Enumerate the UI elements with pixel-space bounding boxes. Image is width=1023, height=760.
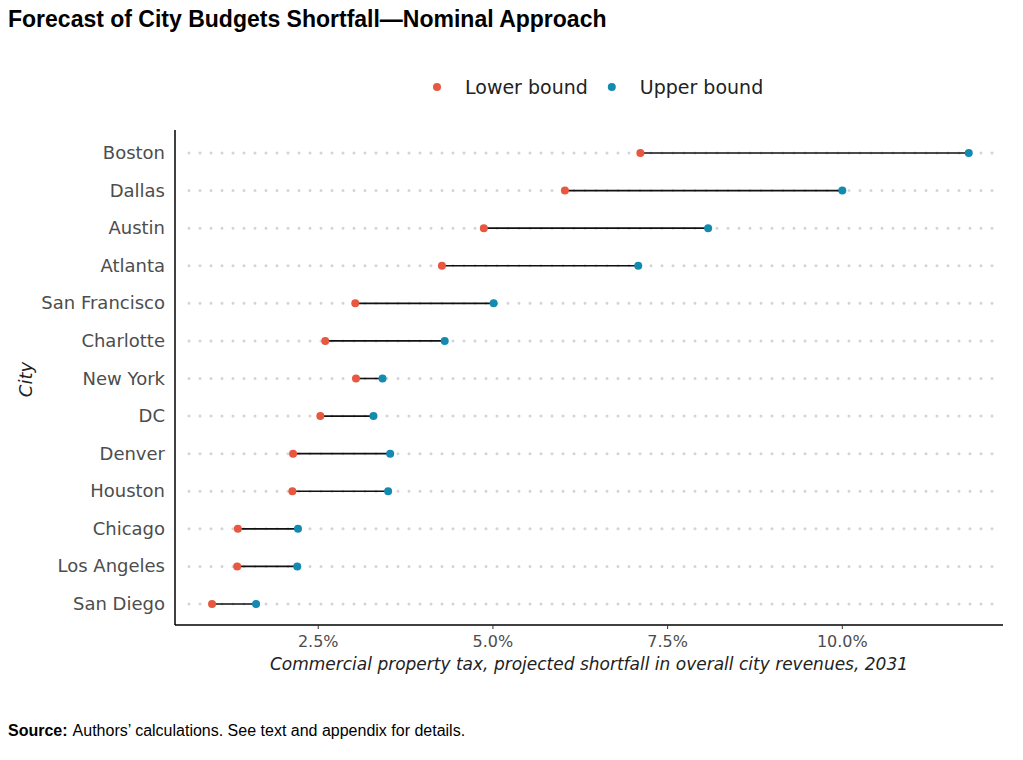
gridline [189,452,995,455]
category-label: Dallas [110,180,165,201]
point [490,299,498,307]
point [386,450,394,458]
category-label: Chicago [93,518,165,539]
category-label: New York [83,368,166,389]
point [965,149,973,157]
gridline [189,377,995,380]
category-label: San Diego [73,593,165,614]
category-label: Austin [108,217,165,238]
gridline [189,152,995,155]
category-label: Charlotte [81,330,165,351]
point [252,600,260,608]
tick [492,625,493,629]
y-axis-label: City [15,362,36,398]
gridline [189,415,995,418]
point [316,412,324,420]
gridline [189,302,995,305]
range-line [355,303,493,305]
range-line [237,566,297,568]
range-line [292,490,388,492]
title: Forecast of City Budgets Shortfall—Nomin… [8,6,606,32]
category-label: Los Angeles [58,555,166,576]
legend-label: Upper bound [640,76,763,98]
tick [667,625,668,629]
point [379,375,387,383]
point [289,450,297,458]
range-line [320,415,373,417]
point [294,525,302,533]
gridline [189,603,995,606]
tick-label: 7.5% [647,632,688,651]
gridline [189,565,995,568]
range-line [484,227,708,229]
point [321,337,329,345]
gridline [189,227,995,230]
category-label: Houston [90,480,165,501]
point [208,600,216,608]
x-axis [175,624,1003,626]
point [293,562,301,570]
range-line [212,603,256,605]
legend: Lower bound Upper bound [433,76,763,98]
chart: Forecast of City Budgets Shortfall—Nomin… [0,0,1023,760]
range-line [238,528,298,530]
point [636,149,644,157]
category-label: Atlanta [100,255,165,276]
legend-marker [608,83,616,91]
point [561,187,569,195]
tick-label: 10.0% [817,632,868,651]
tick-label: 5.0% [473,632,514,651]
point [288,487,296,495]
source-text: Authors’ calculations. See text and appe… [73,722,466,739]
point [352,375,360,383]
category-label: Denver [100,443,166,464]
range-line [293,453,390,455]
point [634,262,642,270]
category-label: DC [139,405,165,426]
point [351,299,359,307]
point [234,525,242,533]
gridline [189,264,995,267]
point [438,262,446,270]
gridline [189,189,995,192]
tick [842,625,843,629]
gridlines [189,153,995,604]
legend-marker [433,83,441,91]
category-label: Boston [103,142,165,163]
range-line [325,340,444,342]
range-line [442,265,638,267]
legend-label: Lower bound [465,76,588,98]
tick [318,625,319,629]
y-axis [174,130,176,625]
category-label: San Francisco [41,292,165,313]
point [384,487,392,495]
tick-label: 2.5% [298,632,339,651]
marks [208,149,973,608]
point [233,562,241,570]
point [838,187,846,195]
point [441,337,449,345]
point [704,224,712,232]
gridline [189,339,995,342]
point [480,224,488,232]
gridline [189,527,995,530]
source-label: Source: [8,722,68,739]
range-line [640,152,968,154]
point [369,412,377,420]
gridline [189,490,995,493]
x-axis-label: Commercial property tax, projected short… [270,654,908,674]
range-line [565,190,842,192]
